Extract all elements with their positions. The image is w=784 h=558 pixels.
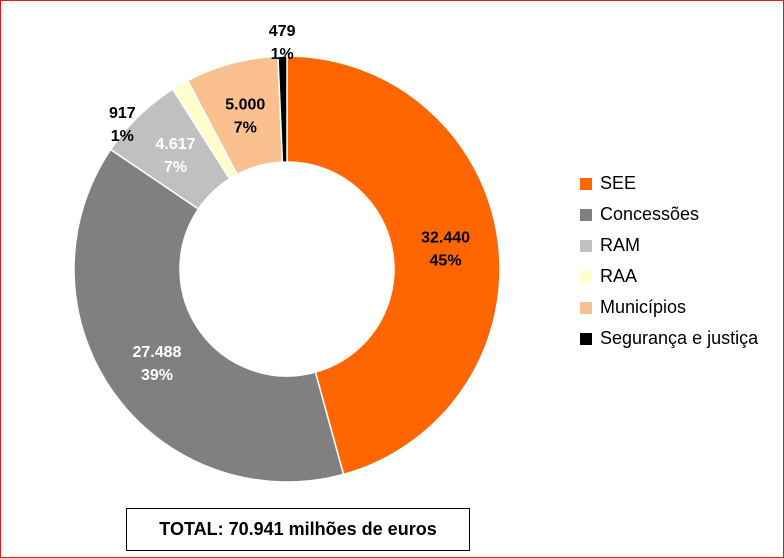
legend-item-see: SEE: [580, 168, 758, 199]
percent-label-see: 45%: [430, 253, 462, 270]
slice-see: [286, 55, 501, 476]
legend-item-municipios: Municípios: [580, 292, 758, 323]
legend-swatch: [580, 301, 592, 314]
value-label-seguranca-e-justica: 479: [269, 23, 296, 40]
legend-label: SEE: [600, 173, 637, 193]
legend-item-raa: RAA: [580, 261, 758, 292]
legend: SEE Concessões RAM RAA Municípios Segurança e…: [580, 168, 758, 354]
percent-label-ram: 7%: [164, 159, 187, 176]
value-label-raa: 917: [109, 105, 136, 122]
legend-item-seguranca-e-justica: Segurança e justiça: [580, 323, 758, 354]
legend-label: Municípios: [600, 297, 687, 317]
percent-label-concessoes: 39%: [141, 367, 173, 384]
total-label: TOTAL: 70.941 milhões de euros: [159, 519, 437, 539]
value-label-concessoes: 27.488: [132, 344, 181, 361]
labels-group: 32.440 45% 27.488 39% 4.617 7% 917 1% 5.000 7% 479…: [109, 23, 470, 384]
percent-label-municipios: 7%: [234, 120, 257, 137]
legend-label: Segurança e justiça: [600, 328, 759, 348]
slice-seguranca-e-justica: [277, 55, 288, 163]
value-label-see: 32.440: [421, 230, 470, 247]
legend-swatch: [580, 332, 592, 345]
legend-item-concessoes: Concessões: [580, 199, 758, 230]
value-label-ram: 4.617: [155, 136, 195, 153]
legend-swatch: [580, 270, 592, 283]
legend-label: Concessões: [600, 204, 700, 224]
percent-label-raa: 1%: [111, 128, 134, 145]
legend-label: RAM: [600, 235, 640, 255]
slice-concessoes: [73, 148, 345, 483]
percent-label-seguranca-e-justica: 1%: [271, 46, 294, 63]
legend-swatch: [580, 208, 592, 221]
legend-label: RAA: [600, 266, 638, 286]
legend-swatch: [580, 239, 592, 252]
total-box: TOTAL: 70.941 milhões de euros: [126, 508, 470, 551]
legend-item-ram: RAM: [580, 230, 758, 261]
slices-group: [73, 55, 501, 483]
legend-swatch: [580, 177, 592, 190]
value-label-municipios: 5.000: [225, 97, 265, 114]
